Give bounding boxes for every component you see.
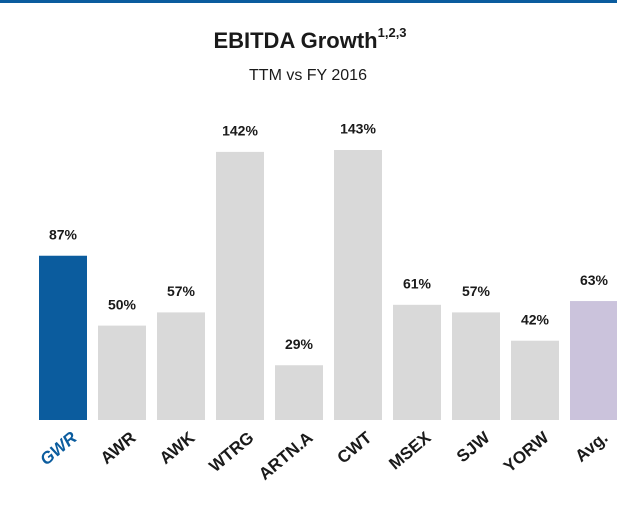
value-label: 29%	[285, 336, 314, 352]
chart-title: EBITDA Growth	[213, 28, 377, 53]
bar	[334, 150, 382, 420]
x-tick-label: CWT	[334, 428, 376, 468]
x-tick-label: AWK	[156, 427, 199, 468]
x-tick-label: YORW	[500, 427, 553, 476]
bar	[452, 312, 500, 420]
x-tick-label: MSEX	[385, 428, 435, 474]
bar	[216, 151, 264, 420]
value-label: 87%	[49, 226, 78, 242]
title-note: 1,2,3	[378, 25, 407, 40]
bar	[570, 301, 617, 420]
value-label: 142%	[222, 123, 258, 139]
value-label: 42%	[521, 311, 550, 327]
bar	[39, 255, 87, 420]
bar	[393, 304, 441, 420]
bar	[157, 312, 205, 420]
value-label: 57%	[167, 283, 196, 299]
x-tick-label: GWR	[36, 427, 81, 469]
bar	[511, 340, 559, 420]
x-tick-label: Avg.	[571, 428, 611, 466]
value-label: 50%	[108, 296, 137, 312]
bar	[98, 325, 146, 420]
value-label: 57%	[462, 283, 491, 299]
value-label: 63%	[580, 272, 609, 288]
x-tick-label: ARTN.A	[255, 428, 316, 484]
bar	[275, 365, 323, 420]
x-tick-label: AWR	[97, 428, 140, 468]
x-tick-label: WTRG	[205, 428, 257, 476]
chart-subtitle: TTM vs FY 2016	[249, 67, 367, 84]
top-border	[0, 0, 617, 3]
value-label: 61%	[403, 276, 432, 292]
chart-title-group: EBITDA Growth1,2,3	[213, 25, 406, 52]
x-tick-label: SJW	[453, 427, 494, 466]
value-label: 143%	[340, 121, 376, 137]
